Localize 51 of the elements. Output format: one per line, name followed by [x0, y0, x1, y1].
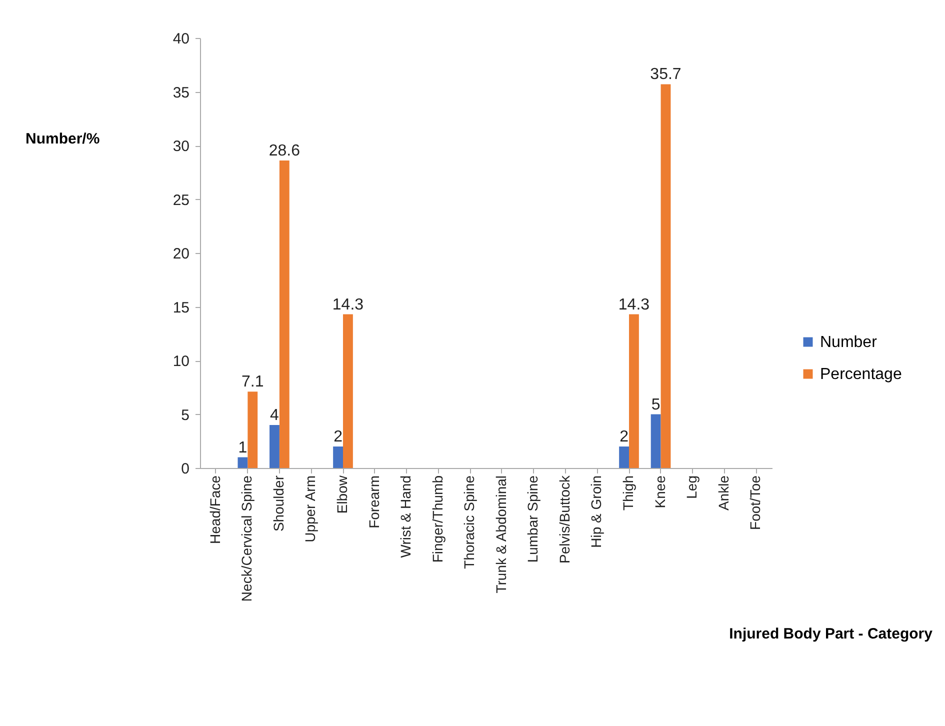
- y-axis-title: Number/%: [26, 130, 100, 148]
- x-tick-label: Neck/Cervical Spine: [238, 475, 255, 602]
- x-tick-label: Ankle: [715, 475, 732, 511]
- x-tick-label: Wrist & Hand: [398, 476, 414, 558]
- bar: [248, 392, 258, 468]
- bar: [270, 425, 280, 468]
- bar: [650, 414, 661, 468]
- y-tick-label: 40: [172, 30, 190, 48]
- x-tick-label: Thoracic Spine: [461, 475, 478, 569]
- bar: [343, 314, 353, 468]
- bar: [619, 446, 629, 468]
- x-tick-label: Shoulder: [270, 475, 286, 532]
- x-tick-label: Elbow: [334, 474, 350, 514]
- y-tick-label: 25: [172, 192, 190, 209]
- x-tick-label: Upper Arm: [302, 476, 318, 542]
- x-tick-label: Forearm: [366, 476, 382, 528]
- x-axis-title: Injured Body Part - Category: [729, 626, 934, 642]
- x-tick-label: Lumbar Spine: [524, 475, 541, 563]
- y-tick-label: 5: [181, 406, 190, 424]
- data-label: 35.7: [650, 66, 682, 84]
- bar: [629, 314, 639, 468]
- x-tick-label: Leg: [684, 476, 700, 499]
- legend-label: Number: [820, 334, 878, 351]
- data-label: 14.3: [618, 296, 650, 314]
- data-label: 5: [651, 396, 660, 414]
- data-label: 7.1: [242, 374, 264, 391]
- y-tick-label: 15: [172, 299, 190, 316]
- x-tick-label: Foot/Toe: [747, 475, 764, 530]
- data-label: 2: [620, 428, 629, 446]
- bar: [333, 446, 343, 468]
- x-tick-label: Knee: [652, 475, 668, 508]
- bar: [279, 160, 290, 468]
- x-tick-label: Head/Face: [206, 475, 223, 544]
- y-tick-label: 35: [172, 84, 190, 102]
- x-tick-label: Pelvis/Buttock: [556, 474, 572, 564]
- legend-label: Percentage: [820, 366, 902, 383]
- y-tick-label: 20: [172, 246, 190, 262]
- data-label: 1: [238, 439, 248, 456]
- data-label: 2: [334, 428, 343, 446]
- data-label: 14.3: [332, 296, 364, 314]
- x-tick-label: Thigh: [620, 476, 636, 511]
- y-tick-label: 10: [172, 353, 190, 370]
- bar: [238, 457, 248, 468]
- y-tick-label: 30: [172, 138, 190, 155]
- x-tick-label: Trunk & Abdominal: [492, 476, 509, 594]
- data-label: 28.6: [268, 142, 300, 160]
- data-label: 4: [270, 407, 280, 424]
- x-tick-label: Finger/Thumb: [429, 475, 446, 563]
- y-tick-label: 0: [181, 460, 190, 478]
- x-tick-label: Hip & Groin: [588, 476, 604, 548]
- bar: [660, 84, 671, 468]
